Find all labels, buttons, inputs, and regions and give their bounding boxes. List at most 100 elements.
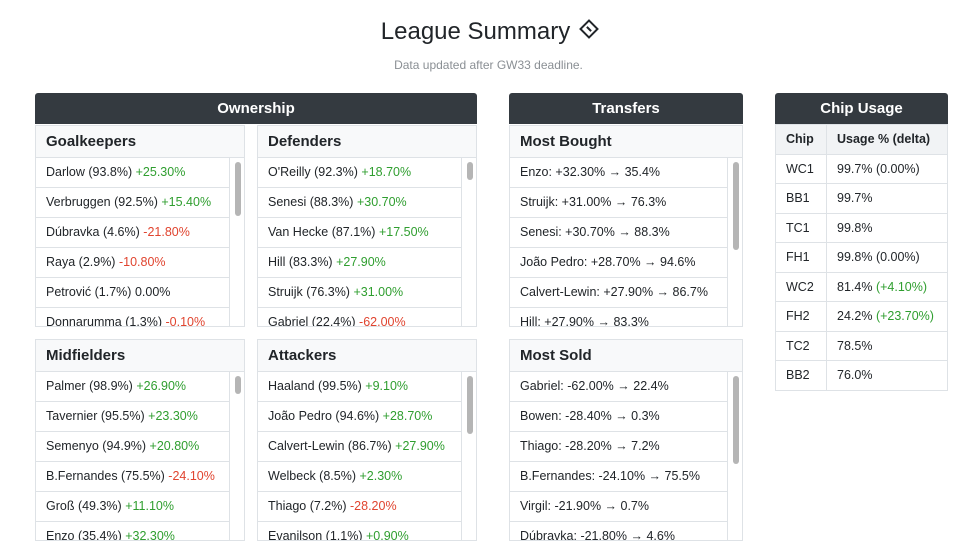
player-label: Hill (83.3%): [268, 255, 333, 269]
scrollbar-thumb[interactable]: [733, 162, 739, 250]
ownership-delta: +30.70%: [356, 195, 407, 209]
table-row: WC2 81.4% (+4.10%): [775, 271, 948, 302]
scrollbar-thumb[interactable]: [235, 376, 241, 394]
usage-delta: (0.00%): [875, 250, 920, 265]
scrollbar-thumb[interactable]: [467, 376, 473, 434]
list-item: B.Fernandes (75.5%) -24.10%: [36, 462, 230, 492]
chip-usage-table: Chip Usage % (delta) WC1 99.7% (0.00%) BB1…: [775, 124, 948, 391]
chip-usage: 99.8% (0.00%): [826, 242, 948, 273]
list-item: Darlow (93.8%) +25.30%: [36, 158, 230, 188]
table-row: TC2 78.5%: [775, 330, 948, 361]
ownership-delta: +0.90%: [365, 529, 409, 540]
player-label: B.Fernandes (75.5%): [46, 469, 165, 483]
ownership-delta: -28.20%: [350, 499, 397, 513]
player-label: O'Reilly (92.3%): [268, 165, 358, 179]
usage-value: 99.7%: [837, 191, 873, 206]
ownership-delta: +11.10%: [125, 499, 174, 513]
list-item: Van Hecke (87.1%) +17.50%: [258, 218, 462, 248]
table-row: TC1 99.8%: [775, 212, 948, 243]
player-label: Welbeck (8.5%): [268, 469, 356, 483]
chip-usage: 76.0%: [826, 360, 948, 391]
usage-value: 76.0%: [837, 368, 873, 383]
chip-usage: 78.5%: [826, 330, 948, 361]
chip-column-header: Chip: [775, 124, 827, 155]
ownership-delta: +27.90%: [336, 255, 386, 269]
list-item: Bowen: -28.40% → 0.3%: [510, 402, 728, 432]
usage-value: 99.8%: [837, 250, 873, 265]
chip-usage-panel: Chip Usage: [775, 93, 948, 124]
player-label: Raya (2.9%): [46, 255, 116, 269]
list-item: Tavernier (95.5%) +23.30%: [36, 402, 230, 432]
scrollbar-thumb[interactable]: [467, 162, 473, 180]
chip-name: FH1: [775, 242, 827, 273]
ownership-delta: +25.30%: [135, 165, 186, 179]
list-item: Thiago (7.2%) -28.20%: [258, 492, 462, 522]
usage-value: 99.8%: [837, 220, 873, 235]
list-item: Hill: +27.90% → 83.3%: [510, 308, 728, 326]
chip-name: WC1: [775, 153, 827, 184]
ownership-header: Ownership: [35, 93, 477, 124]
midfielders-title: Midfielders: [36, 340, 244, 372]
midfielders-card: Midfielders Palmer (98.9%) +26.90% Tavern…: [35, 339, 245, 541]
player-label: Verbruggen (92.5%): [46, 195, 158, 209]
most-bought-list[interactable]: Enzo: +32.30% → 35.4% Struijk: +31.00% → …: [510, 158, 742, 326]
table-row: WC1 99.7% (0.00%): [775, 153, 948, 184]
most-sold-title: Most Sold: [510, 340, 742, 372]
list-item: Gabriel (22.4%) -62.00%: [258, 308, 462, 326]
player-label: Struijk (76.3%): [268, 285, 350, 299]
list-item: Struijk (76.3%) +31.00%: [258, 278, 462, 308]
scrollbar-thumb[interactable]: [235, 162, 241, 216]
list-item: Enzo (35.4%) +32.30%: [36, 522, 230, 540]
most-bought-title: Most Bought: [510, 126, 742, 158]
scrollbar-thumb[interactable]: [733, 376, 739, 464]
attackers-list[interactable]: Haaland (99.5%) +9.10% João Pedro (94.6%)…: [258, 372, 476, 540]
attackers-title: Attackers: [258, 340, 476, 372]
ownership-delta: +26.90%: [136, 379, 187, 393]
ownership-delta: +32.30%: [125, 529, 175, 540]
list-item: B.Fernandes: -24.10% → 75.5%: [510, 462, 728, 492]
defenders-list[interactable]: O'Reilly (92.3%) +18.70% Senesi (88.3%) +…: [258, 158, 476, 326]
table-row: BB2 76.0%: [775, 360, 948, 391]
player-label: Enzo (35.4%): [46, 529, 122, 540]
midfielders-list[interactable]: Palmer (98.9%) +26.90% Tavernier (95.5%) …: [36, 372, 244, 540]
diamond-icon: [579, 19, 600, 39]
ownership-delta: -21.80%: [143, 225, 190, 239]
goalkeepers-list[interactable]: Darlow (93.8%) +25.30% Verbruggen (92.5%)…: [36, 158, 244, 326]
ownership-delta: +9.10%: [365, 379, 409, 393]
player-label: Donnarumma (1.3%): [46, 315, 163, 326]
list-item: Virgil: -21.90% → 0.7%: [510, 492, 728, 522]
list-item: Hill (83.3%) +27.90%: [258, 248, 462, 278]
list-item: Raya (2.9%) -10.80%: [36, 248, 230, 278]
table-row: FH2 24.2% (+23.70%): [775, 301, 948, 332]
transfers-header: Transfers: [509, 93, 743, 124]
player-label: Groß (49.3%): [46, 499, 122, 513]
chip-name: FH2: [775, 301, 827, 332]
usage-column-header: Usage % (delta): [826, 124, 948, 155]
table-row: FH1 99.8% (0.00%): [775, 242, 948, 273]
player-label: Petrović (1.7%): [46, 285, 132, 299]
ownership-delta: +2.30%: [359, 469, 403, 483]
chip-name: BB2: [775, 360, 827, 391]
most-bought-card: Most Bought Enzo: +32.30% → 35.4% Struijk…: [509, 125, 743, 327]
ownership-delta: +23.30%: [148, 409, 198, 423]
list-item: O'Reilly (92.3%) +18.70%: [258, 158, 462, 188]
ownership-delta: +18.70%: [361, 165, 412, 179]
most-sold-list[interactable]: Gabriel: -62.00% → 22.4% Bowen: -28.40% →…: [510, 372, 742, 540]
usage-value: 78.5%: [837, 338, 873, 353]
usage-delta: (+4.10%): [875, 279, 928, 294]
usage-value: 81.4%: [837, 279, 873, 294]
list-item: Palmer (98.9%) +26.90%: [36, 372, 230, 402]
ownership-delta: -0.10%: [165, 315, 206, 326]
ownership-delta: +28.70%: [382, 409, 433, 423]
ownership-panel: Ownership: [35, 93, 477, 124]
ownership-delta: -24.10%: [168, 469, 215, 483]
ownership-delta: +17.50%: [378, 225, 429, 239]
chip-usage: 99.7% (0.00%): [826, 153, 948, 184]
list-item: Senesi: +30.70% → 88.3%: [510, 218, 728, 248]
chip-table-header-row: Chip Usage % (delta): [775, 124, 948, 155]
chip-name: WC2: [775, 271, 827, 302]
defenders-title: Defenders: [258, 126, 476, 158]
usage-delta: (0.00%): [875, 161, 920, 176]
player-label: Van Hecke (87.1%): [268, 225, 376, 239]
list-item: João Pedro (94.6%) +28.70%: [258, 402, 462, 432]
